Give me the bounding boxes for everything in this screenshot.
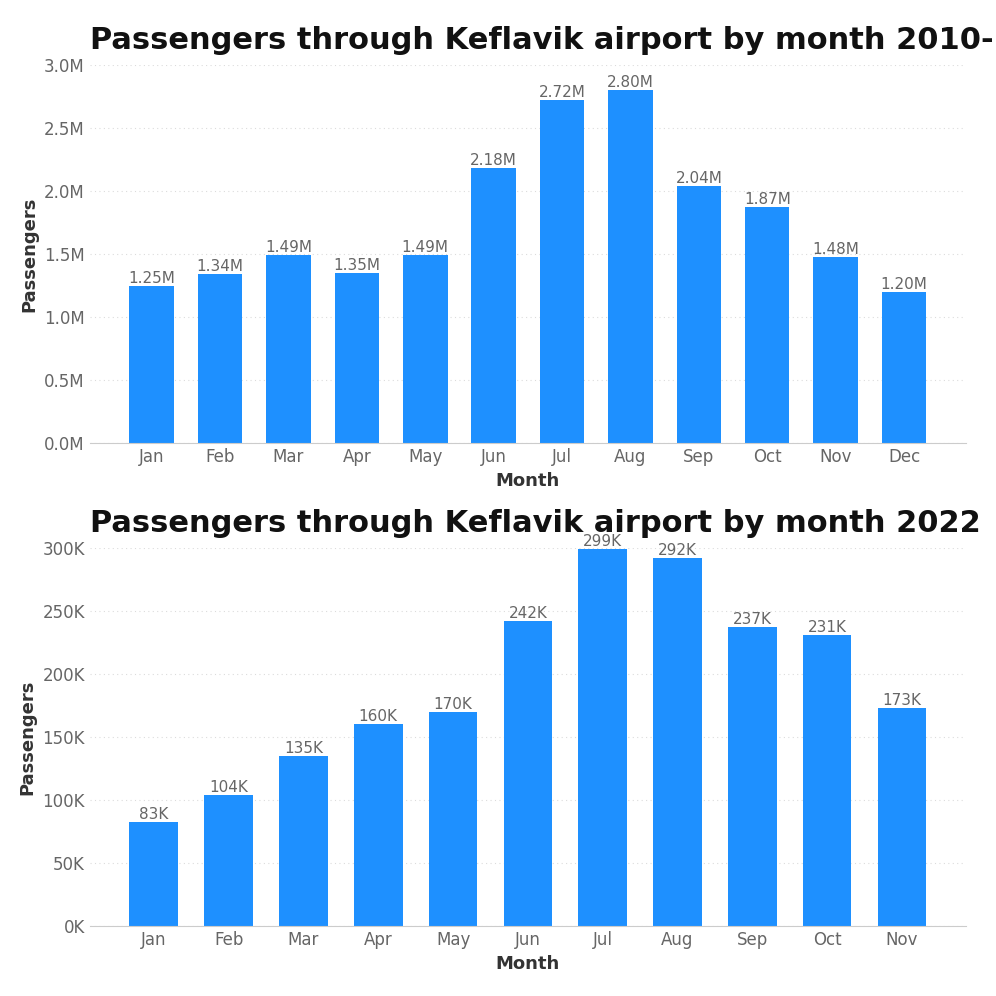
Bar bbox=[540, 100, 585, 443]
Bar bbox=[403, 255, 447, 443]
Text: 2.80M: 2.80M bbox=[607, 75, 654, 90]
Text: 2.72M: 2.72M bbox=[539, 85, 586, 100]
Text: 1.20M: 1.20M bbox=[880, 277, 927, 292]
Y-axis label: Passengers: Passengers bbox=[19, 679, 37, 795]
Bar bbox=[609, 90, 652, 443]
Bar bbox=[129, 822, 178, 926]
Bar bbox=[198, 274, 242, 443]
Bar bbox=[745, 207, 790, 443]
Bar bbox=[728, 627, 777, 926]
Bar bbox=[504, 621, 552, 926]
Text: 1.25M: 1.25M bbox=[128, 271, 175, 286]
Bar bbox=[335, 273, 379, 443]
Bar bbox=[676, 186, 721, 443]
Text: 135K: 135K bbox=[284, 741, 323, 756]
Text: 1.48M: 1.48M bbox=[812, 241, 860, 257]
X-axis label: Month: Month bbox=[496, 955, 560, 973]
Bar bbox=[266, 255, 311, 443]
Text: 292K: 292K bbox=[658, 543, 697, 558]
Text: 2.04M: 2.04M bbox=[675, 171, 722, 186]
Text: 1.87M: 1.87M bbox=[744, 192, 791, 207]
Text: 1.49M: 1.49M bbox=[265, 240, 312, 255]
Text: 1.35M: 1.35M bbox=[334, 258, 380, 273]
Text: 1.34M: 1.34M bbox=[196, 259, 244, 274]
Text: 242K: 242K bbox=[508, 606, 548, 621]
Bar bbox=[279, 756, 328, 926]
Text: 299K: 299K bbox=[583, 534, 622, 549]
Bar bbox=[204, 795, 253, 926]
X-axis label: Month: Month bbox=[496, 472, 560, 490]
Text: 160K: 160K bbox=[359, 709, 397, 724]
Text: Passengers through Keflavik airport by month 2022: Passengers through Keflavik airport by m… bbox=[90, 509, 980, 538]
Text: 231K: 231K bbox=[808, 620, 847, 634]
Bar bbox=[881, 292, 926, 443]
Text: 1.49M: 1.49M bbox=[401, 240, 449, 255]
Bar bbox=[129, 286, 174, 443]
Bar bbox=[653, 558, 702, 926]
Bar bbox=[814, 257, 858, 443]
Bar bbox=[877, 708, 926, 926]
Text: 104K: 104K bbox=[209, 780, 248, 795]
Bar bbox=[428, 712, 477, 926]
Text: 170K: 170K bbox=[433, 697, 472, 712]
Text: 173K: 173K bbox=[882, 693, 921, 708]
Text: 83K: 83K bbox=[139, 807, 168, 822]
Text: Passengers through Keflavik airport by month 2010-2022: Passengers through Keflavik airport by m… bbox=[90, 26, 996, 55]
Bar bbox=[579, 549, 627, 926]
Bar bbox=[471, 168, 516, 443]
Y-axis label: Passengers: Passengers bbox=[21, 196, 39, 312]
Text: 2.18M: 2.18M bbox=[470, 153, 517, 168]
Bar bbox=[803, 634, 852, 926]
Bar bbox=[354, 724, 402, 926]
Text: 237K: 237K bbox=[733, 613, 772, 627]
